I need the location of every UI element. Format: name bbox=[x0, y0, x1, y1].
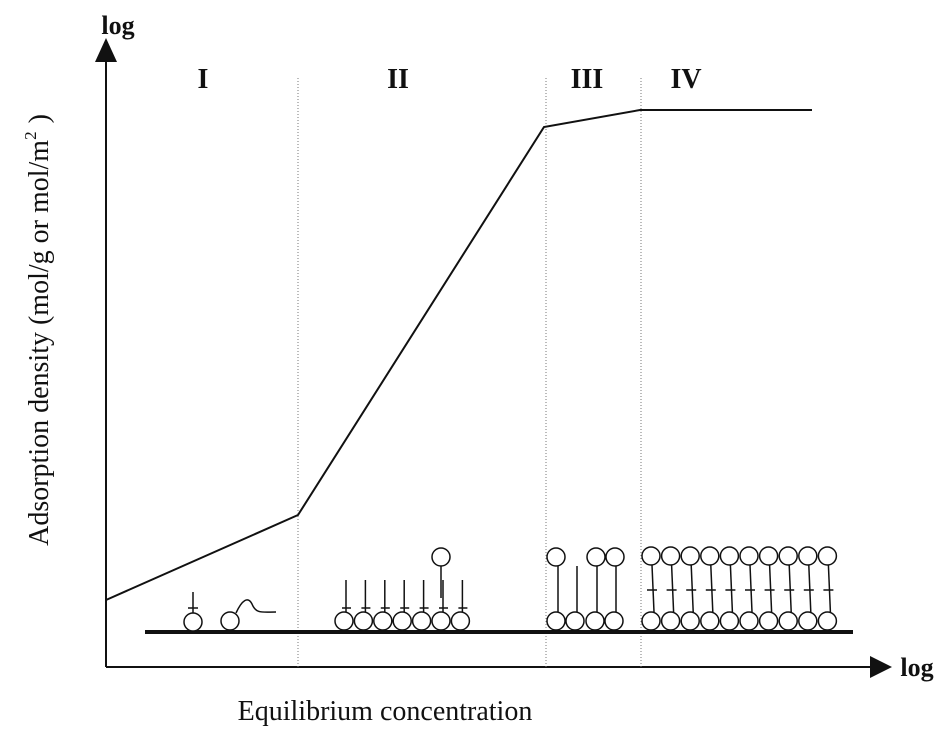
tail bbox=[749, 564, 753, 613]
tail bbox=[235, 599, 277, 614]
y-title-end: ) bbox=[24, 114, 55, 123]
head bbox=[392, 611, 412, 631]
head bbox=[660, 546, 681, 566]
head bbox=[798, 546, 818, 566]
region-label: III bbox=[571, 64, 604, 95]
head bbox=[546, 547, 566, 567]
head bbox=[411, 611, 432, 631]
head bbox=[680, 611, 700, 631]
region-dividers bbox=[297, 78, 642, 667]
x-arrow bbox=[870, 656, 892, 678]
head bbox=[605, 547, 625, 567]
region-label: II bbox=[387, 64, 409, 95]
head bbox=[700, 546, 720, 566]
tail bbox=[729, 564, 734, 613]
head bbox=[431, 611, 451, 631]
head bbox=[546, 611, 566, 631]
head bbox=[565, 611, 585, 631]
tail bbox=[808, 564, 812, 613]
head bbox=[739, 546, 759, 566]
x-scale-label: log bbox=[900, 653, 933, 682]
head bbox=[585, 611, 605, 631]
head bbox=[778, 546, 798, 566]
head bbox=[758, 611, 779, 631]
region-label: IV bbox=[670, 64, 701, 95]
axes bbox=[105, 60, 878, 668]
head bbox=[700, 611, 720, 631]
head bbox=[719, 611, 740, 631]
y-title-sup: 2 bbox=[21, 131, 40, 140]
head bbox=[641, 611, 661, 631]
head bbox=[778, 611, 798, 631]
region-label: I bbox=[198, 64, 209, 95]
head bbox=[758, 546, 779, 566]
tail bbox=[710, 564, 714, 613]
isotherm-curve bbox=[105, 109, 812, 601]
head bbox=[641, 546, 661, 566]
molecules bbox=[183, 546, 838, 632]
head bbox=[431, 547, 451, 567]
tail bbox=[651, 564, 655, 613]
y-title-text: Adsorption density (mol/g or mol/m bbox=[24, 140, 55, 546]
tail bbox=[690, 564, 694, 613]
head bbox=[660, 611, 681, 631]
tail bbox=[670, 564, 675, 613]
x-axis-title: Equilibrium concentration bbox=[238, 696, 533, 727]
head bbox=[680, 546, 700, 566]
head bbox=[719, 546, 740, 566]
head bbox=[604, 611, 624, 631]
y-scale-label: log bbox=[101, 11, 134, 40]
head bbox=[450, 611, 471, 631]
tail bbox=[768, 564, 773, 613]
head bbox=[817, 546, 838, 566]
head bbox=[817, 611, 838, 631]
head bbox=[353, 611, 374, 631]
head bbox=[220, 611, 240, 631]
head bbox=[373, 611, 393, 631]
y-arrow bbox=[95, 38, 117, 62]
head bbox=[334, 611, 354, 631]
tail bbox=[788, 564, 792, 613]
tail bbox=[827, 564, 832, 613]
head bbox=[798, 611, 818, 631]
head bbox=[183, 612, 203, 632]
head bbox=[739, 611, 759, 631]
head bbox=[586, 547, 606, 567]
y-axis-title: Adsorption density (mol/g or mol/m2) bbox=[21, 114, 55, 546]
